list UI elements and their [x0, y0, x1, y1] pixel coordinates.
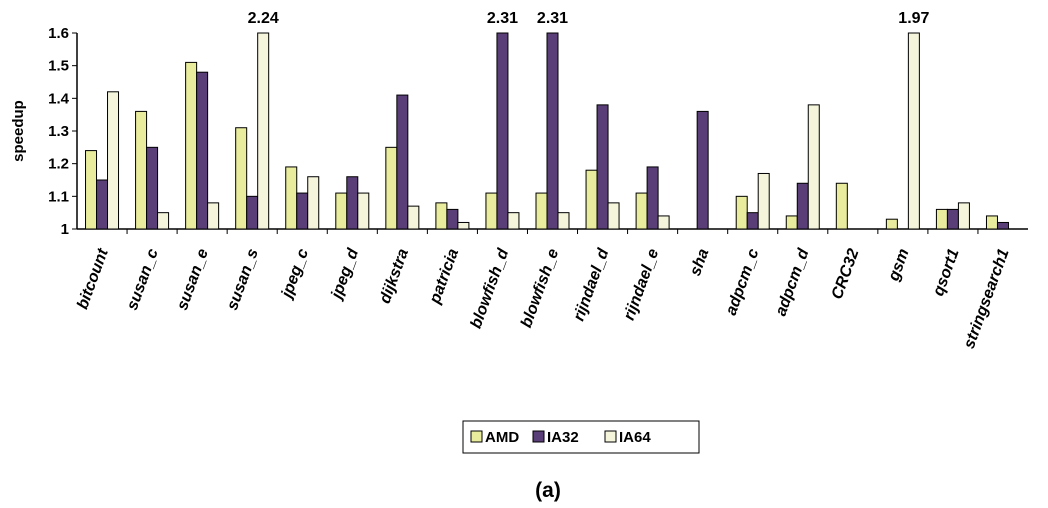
bar-ia32-blowfish_d — [496, 32, 509, 230]
bar-ia64-blowfish_e — [557, 212, 570, 230]
bar-ia32-patricia — [446, 208, 459, 230]
bar-ia64-patricia — [457, 221, 470, 230]
y-tick-label: 1.6 — [48, 25, 69, 42]
x-tick-label: susan_c — [124, 246, 162, 312]
bar-ia64-gsm — [907, 32, 920, 230]
x-tick-label: stringsearch1 — [961, 246, 1013, 351]
bar-series-group — [85, 32, 1009, 230]
bar-ia64-susan_s — [257, 32, 270, 230]
overflow-labels: 2.24 2.31 2.31 1.97 — [248, 10, 930, 27]
x-tick-label: rijndael_e — [621, 246, 663, 322]
legend-swatch-amd — [470, 430, 483, 443]
x-tick-label: rijndael_d — [570, 245, 612, 323]
legend-swatch-ia32 — [532, 430, 545, 443]
bar-amd-qsort1 — [935, 208, 948, 230]
legend-swatch-ia64 — [604, 430, 617, 443]
bar-amd-gsm — [885, 218, 898, 230]
bar-ia64-blowfish_d — [507, 212, 520, 230]
chart-caption: (a) — [535, 479, 561, 502]
bar-ia32-adpcm_d — [796, 182, 809, 230]
x-tick-label: gsm — [885, 247, 913, 285]
bar-amd-rijndael_d — [585, 169, 598, 230]
y-tick-label: 1.3 — [48, 123, 69, 140]
bar-ia32-susan_e — [196, 71, 209, 230]
legend-box — [462, 420, 700, 454]
x-tick-label: CRC32 — [829, 246, 863, 301]
legend-label-ia64: IA64 — [619, 429, 651, 446]
bar-amd-bitcount — [85, 150, 98, 230]
overflow-value-label: 1.97 — [898, 10, 929, 27]
x-tick-label: jpeg_d — [328, 245, 363, 302]
legend-label-amd: AMD — [485, 429, 519, 446]
bar-ia32-susan_c — [146, 146, 159, 230]
bar-ia32-jpeg_c — [296, 192, 309, 230]
x-tick-label: qsort1 — [930, 246, 963, 298]
overflow-value-label: 2.31 — [487, 10, 518, 27]
x-tick-label: susan_e — [174, 246, 212, 312]
bar-ia64-rijndael_e — [657, 215, 670, 230]
bar-ia64-jpeg_d — [357, 192, 370, 230]
bar-ia32-adpcm_c — [746, 212, 759, 230]
bar-ia64-jpeg_c — [307, 176, 320, 230]
bar-amd-adpcm_c — [735, 195, 748, 230]
bar-ia64-qsort1 — [957, 202, 970, 230]
x-tick-label: susan_s — [224, 246, 262, 312]
bar-amd-blowfish_d — [485, 192, 498, 230]
bar-ia32-qsort1 — [946, 208, 959, 230]
y-tick-label: 1.5 — [48, 58, 69, 75]
bar-amd-stringsearch1 — [985, 215, 998, 230]
bar-amd-susan_s — [235, 127, 248, 230]
y-tick-label: 1.1 — [48, 188, 69, 205]
legend-label-ia32: IA32 — [547, 429, 579, 446]
y-tick-label: 1.2 — [48, 156, 69, 173]
legend: AMD IA32 IA64 — [462, 420, 700, 454]
x-tick-labels: bitcount susan_c susan_e susan_s jpeg_c jpeg_… — [74, 245, 1013, 351]
y-tick-label: 1 — [61, 221, 69, 238]
bar-ia64-rijndael_d — [607, 202, 620, 230]
bar-ia64-adpcm_d — [807, 104, 820, 230]
bar-ia32-blowfish_e — [546, 32, 559, 230]
bar-amd-patricia — [435, 202, 448, 230]
x-tick-label: bitcount — [74, 246, 112, 312]
x-tick-label: jpeg_c — [278, 246, 312, 301]
bar-amd-jpeg_c — [285, 166, 298, 230]
bar-amd-adpcm_d — [785, 215, 798, 230]
bar-amd-crc32 — [835, 182, 848, 230]
bar-amd-blowfish_e — [535, 192, 548, 230]
bar-ia32-rijndael_d — [596, 104, 609, 230]
bar-ia32-rijndael_e — [646, 166, 659, 230]
bar-ia32-bitcount — [96, 179, 109, 230]
x-tick-label: adpcm_d — [773, 245, 813, 318]
x-tick-label: patricia — [426, 246, 462, 306]
x-tick-label: dijkstra — [377, 246, 412, 305]
bar-amd-dijkstra — [385, 146, 398, 230]
bar-amd-rijndael_e — [635, 192, 648, 230]
y-tick-label: 1.4 — [48, 90, 70, 107]
bar-ia32-dijkstra — [396, 94, 409, 230]
x-tick-label: blowfish_e — [518, 246, 562, 330]
bar-ia64-bitcount — [107, 91, 120, 230]
bar-ia64-susan_c — [157, 212, 170, 230]
bar-ia64-adpcm_c — [757, 172, 770, 230]
bar-amd-jpeg_d — [335, 192, 348, 230]
x-tick-label: blowfish_d — [468, 245, 513, 330]
x-tick-label: sha — [687, 246, 712, 278]
bar-amd-susan_e — [185, 61, 198, 230]
overflow-value-label: 2.24 — [248, 10, 279, 27]
bar-amd-susan_c — [135, 110, 148, 230]
overflow-value-label: 2.31 — [537, 10, 568, 27]
y-axis-label: speedup — [10, 100, 27, 162]
bar-ia32-jpeg_d — [346, 176, 359, 230]
bar-ia64-susan_e — [207, 202, 220, 230]
bar-ia32-susan_s — [246, 195, 259, 230]
bar-ia64-dijkstra — [407, 205, 420, 230]
bar-ia32-stringsearch1 — [996, 221, 1009, 230]
bar-ia32-sha — [696, 110, 709, 230]
x-tick-label: adpcm_c — [723, 246, 763, 317]
